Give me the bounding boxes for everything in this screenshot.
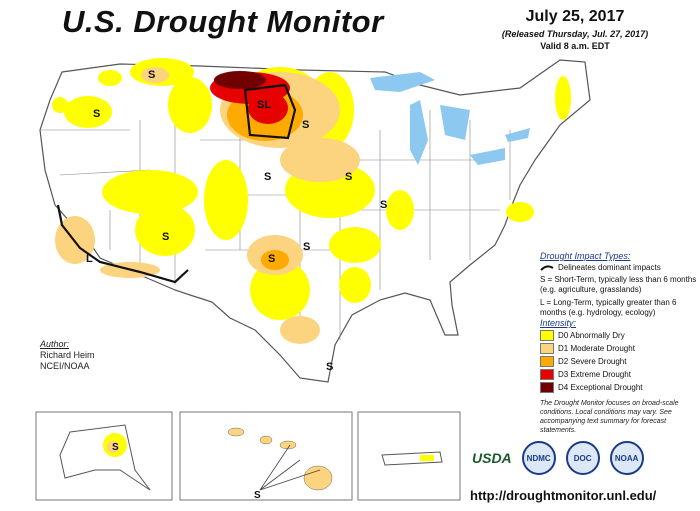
impact-label-l: L bbox=[86, 253, 93, 265]
boundary-line-icon bbox=[540, 264, 554, 271]
impact-label-s: S bbox=[345, 171, 352, 183]
drought-monitor-url[interactable]: http://droughtmonitor.unl.edu/ bbox=[470, 488, 657, 503]
alaska-label-s: S bbox=[112, 442, 119, 453]
page-title: U.S. Drought Monitor bbox=[62, 4, 384, 39]
impact-label-s: S bbox=[302, 119, 309, 131]
impact-label-s: S bbox=[162, 231, 169, 243]
impact-label-s: S bbox=[148, 69, 155, 81]
d2-swatch bbox=[540, 356, 554, 367]
agency-logos: USDA NDMC DOC NOAA bbox=[472, 441, 644, 475]
alaska-shape bbox=[59, 424, 151, 491]
d4-label: D4 Exceptional Drought bbox=[558, 383, 643, 392]
usda-logo: USDA bbox=[472, 450, 512, 466]
impact-label-s: S bbox=[326, 361, 333, 373]
impact-label-s: S bbox=[264, 171, 271, 183]
delineates-row: Delineates dominant impacts bbox=[540, 263, 700, 272]
d0-swatch bbox=[540, 330, 554, 341]
impact-types-title: Drought Impact Types: bbox=[540, 251, 631, 261]
release-date: (Released Thursday, Jul. 27, 2017) bbox=[501, 29, 649, 39]
impact-label-s: S bbox=[268, 253, 275, 265]
hawaii-label-s: S bbox=[254, 490, 261, 501]
impact-label-s: S bbox=[303, 241, 310, 253]
doc-logo: DOC bbox=[565, 441, 600, 475]
ndmc-logo: NDMC bbox=[521, 441, 556, 475]
d1-swatch bbox=[540, 343, 554, 354]
impact-label-sl: SL bbox=[257, 99, 271, 111]
delineates-text: Delineates dominant impacts bbox=[558, 263, 661, 272]
author-org: NCEI/NOAA bbox=[40, 361, 90, 371]
author-label: Author: bbox=[40, 339, 70, 349]
d4-swatch bbox=[540, 382, 554, 393]
impact-label-s: S bbox=[380, 199, 387, 211]
great-lakes bbox=[370, 72, 530, 165]
intensity-title: Intensity: bbox=[540, 318, 577, 328]
d3-label: D3 Extreme Drought bbox=[558, 370, 631, 379]
doc-logo-text: DOC bbox=[573, 453, 592, 463]
ndmc-logo-text: NDMC bbox=[526, 453, 551, 463]
author-name: Richard Heim bbox=[40, 350, 95, 360]
d0-label: D0 Abnormally Dry bbox=[558, 331, 625, 340]
d4-areas bbox=[214, 71, 266, 89]
impact-boundary-north bbox=[243, 83, 297, 140]
short-term-note: S = Short-Term, typically less than 6 mo… bbox=[540, 275, 697, 294]
hawaii-pointer-lines bbox=[259, 444, 321, 491]
legend: Drought Impact Types: Delineates dominan… bbox=[540, 251, 700, 435]
conus-outline bbox=[39, 59, 591, 383]
disclaimer: The Drought Monitor focuses on broad-sca… bbox=[540, 400, 679, 434]
d1-label: D1 Moderate Drought bbox=[558, 344, 635, 353]
noaa-logo: NOAA bbox=[609, 441, 644, 475]
long-term-note: L = Long-Term, typically greater than 6 … bbox=[540, 298, 677, 317]
d3-swatch bbox=[540, 369, 554, 380]
author-block: Author: Richard Heim NCEI/NOAA bbox=[40, 339, 95, 372]
impact-label-s: S bbox=[93, 108, 100, 120]
d2-label: D2 Severe Drought bbox=[558, 357, 627, 366]
valid-time: Valid 8 a.m. EDT bbox=[540, 41, 610, 51]
date-block: July 25, 2017 (Released Thursday, Jul. 2… bbox=[470, 8, 680, 51]
map-date: July 25, 2017 bbox=[525, 8, 625, 25]
noaa-logo-text: NOAA bbox=[614, 453, 639, 463]
impact-boundary-california bbox=[56, 204, 189, 284]
